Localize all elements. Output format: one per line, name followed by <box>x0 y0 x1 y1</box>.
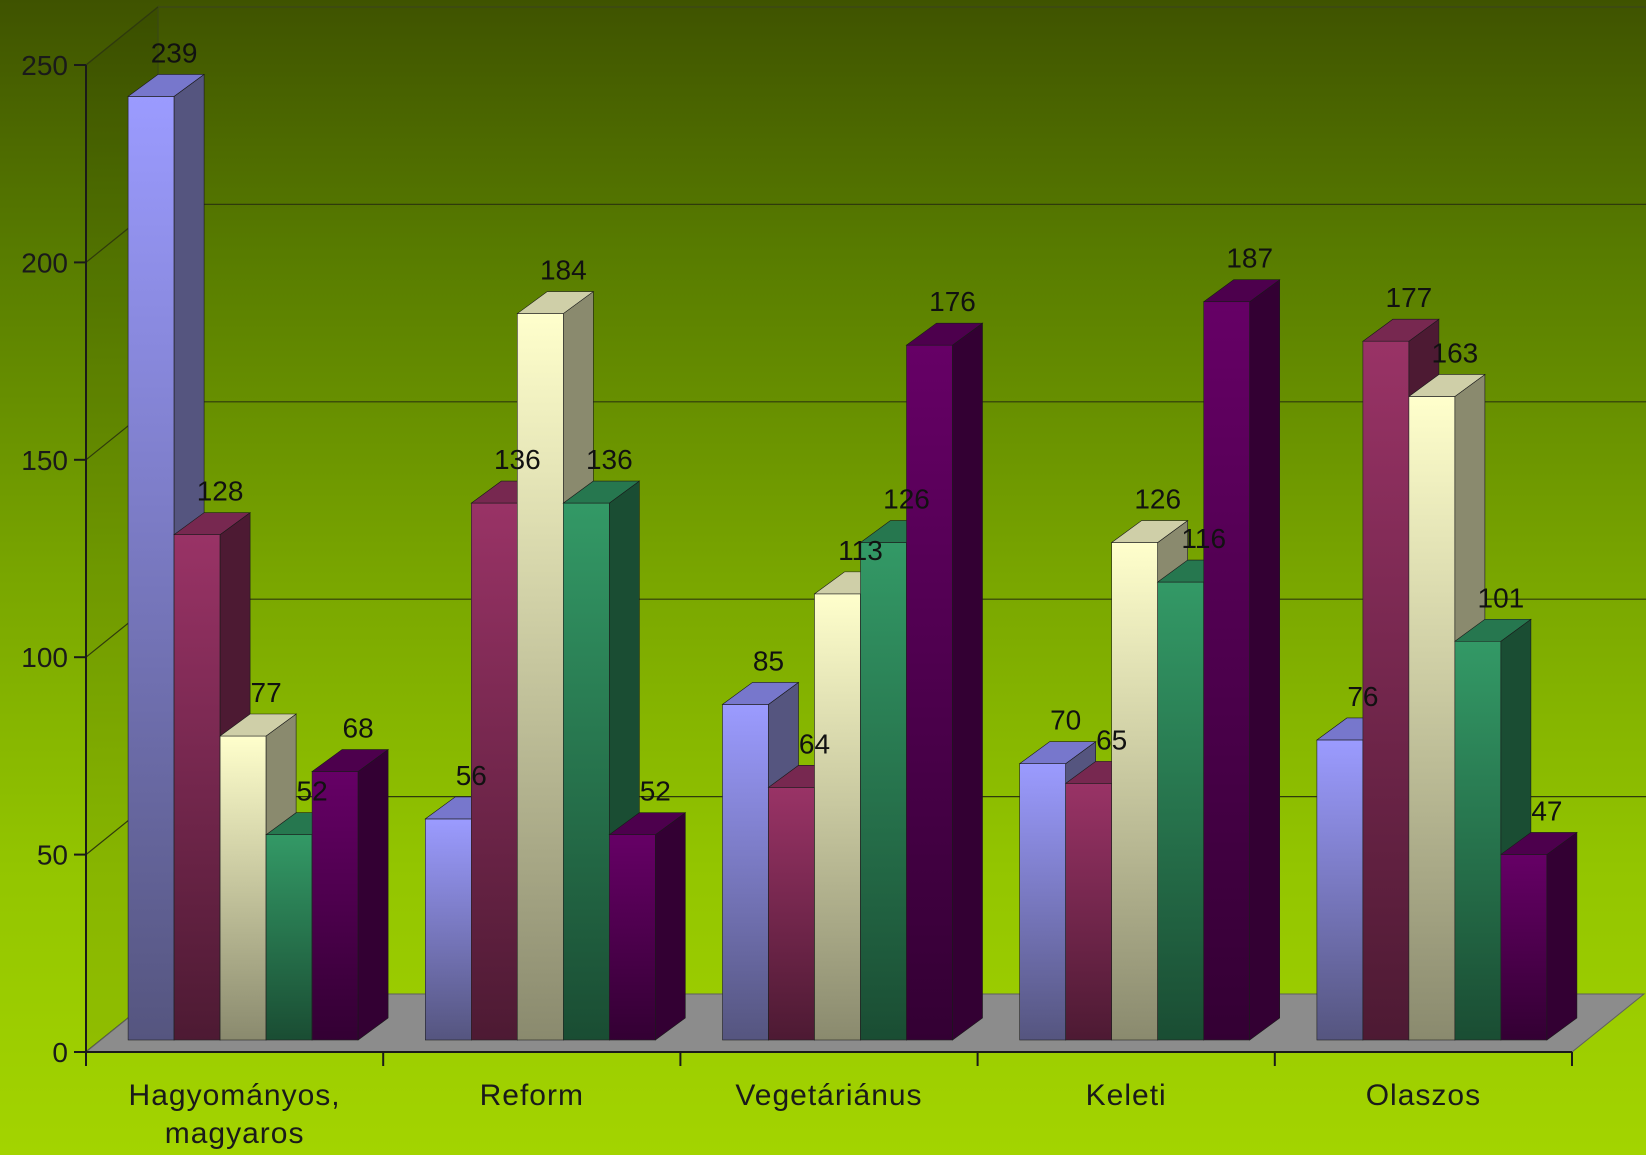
data-label: 52 <box>640 776 671 807</box>
category-label: Reform <box>480 1079 584 1112</box>
bar-front <box>562 502 610 1041</box>
bar-top <box>562 480 641 504</box>
bar-front <box>470 502 518 1041</box>
gridline <box>85 6 159 66</box>
bar-front <box>608 834 656 1041</box>
bar-front <box>1454 640 1502 1041</box>
data-label: 136 <box>586 444 633 475</box>
bar-side <box>1249 279 1280 1041</box>
bar-top <box>1407 374 1486 397</box>
bar-front <box>1500 854 1548 1041</box>
bar-front <box>1408 396 1456 1041</box>
bar-front <box>424 818 472 1041</box>
bar <box>905 322 984 1041</box>
bar-top <box>721 682 800 705</box>
bar-side <box>1546 831 1578 1041</box>
bar-top <box>1361 318 1440 342</box>
bar-front <box>516 313 564 1041</box>
bar-front <box>1203 301 1250 1041</box>
data-label: 136 <box>494 444 541 475</box>
bar-side <box>952 322 983 1041</box>
bar-top <box>1453 618 1532 642</box>
category-label: magyaros <box>165 1117 305 1150</box>
data-label: 101 <box>1478 582 1525 613</box>
data-labels: 2391287752685613618413652856411312617670… <box>151 37 1563 826</box>
value-axis: 0 50 100 150 200 250 <box>21 50 1573 1068</box>
category-label: Olaszos <box>1366 1079 1481 1112</box>
bar-front <box>722 704 769 1041</box>
bar-front <box>814 593 861 1041</box>
bar-top <box>311 749 390 772</box>
bar-side <box>654 812 686 1041</box>
data-label: 68 <box>343 713 374 744</box>
bar-front <box>219 735 267 1041</box>
bar-top <box>1499 832 1578 855</box>
bar-front <box>127 96 175 1041</box>
data-label: 65 <box>1096 724 1127 755</box>
category-labels: Hagyományos, magyaros Reform Vegetáriánus Ke… <box>129 1079 1481 1150</box>
data-label: 70 <box>1050 705 1081 736</box>
data-label: 77 <box>251 677 282 708</box>
category-label: Keleti <box>1086 1079 1167 1112</box>
bar-side <box>357 748 389 1041</box>
data-label: 126 <box>883 484 930 515</box>
data-label: 177 <box>1386 282 1433 313</box>
bar-front <box>1111 542 1158 1041</box>
data-label: 126 <box>1134 484 1181 515</box>
bar <box>608 812 687 1041</box>
data-label: 128 <box>197 476 244 507</box>
bar-front <box>1316 739 1364 1041</box>
bar-top <box>608 812 687 836</box>
bar-top <box>1018 741 1097 764</box>
bar-top <box>516 291 595 314</box>
data-label: 76 <box>1347 681 1378 712</box>
data-label: 176 <box>929 286 976 317</box>
data-label: 184 <box>540 255 587 286</box>
bar-front <box>860 542 907 1041</box>
bar-top <box>173 512 252 535</box>
bar <box>1202 279 1281 1041</box>
bar-top <box>127 74 206 97</box>
bar-front <box>1019 763 1067 1041</box>
y-tick-label: 100 <box>21 642 68 673</box>
bar-front <box>768 787 815 1041</box>
y-tick-label: 200 <box>21 247 68 278</box>
data-label: 85 <box>753 645 784 676</box>
bar <box>311 748 390 1041</box>
bar-front <box>1362 340 1410 1041</box>
bars <box>127 73 1578 1041</box>
bar-top <box>905 322 984 346</box>
data-label: 64 <box>799 728 830 759</box>
data-label: 163 <box>1432 337 1479 368</box>
bar-top <box>1202 279 1281 303</box>
bar-front <box>311 771 359 1041</box>
data-label: 56 <box>456 760 487 791</box>
bar-front <box>1065 783 1112 1041</box>
y-tick-label: 150 <box>21 445 68 476</box>
y-tick-label: 0 <box>52 1037 68 1068</box>
data-label: 113 <box>838 535 883 566</box>
bar-top <box>219 713 298 737</box>
bar-front <box>1157 581 1204 1041</box>
y-tick-label: 250 <box>21 50 68 81</box>
data-label: 116 <box>1181 523 1226 554</box>
category-label: Vegetáriánus <box>735 1079 922 1112</box>
bar-front <box>265 834 313 1041</box>
data-label: 239 <box>151 37 198 68</box>
data-label: 52 <box>297 776 328 807</box>
y-tick-label: 50 <box>37 840 68 871</box>
category-label: Hagyományos, <box>129 1079 341 1112</box>
bar-front <box>173 534 221 1041</box>
bar-front <box>906 344 953 1041</box>
data-label: 187 <box>1226 243 1273 274</box>
bar-top <box>1110 520 1189 543</box>
bar <box>1499 831 1578 1041</box>
data-label: 47 <box>1531 795 1562 826</box>
